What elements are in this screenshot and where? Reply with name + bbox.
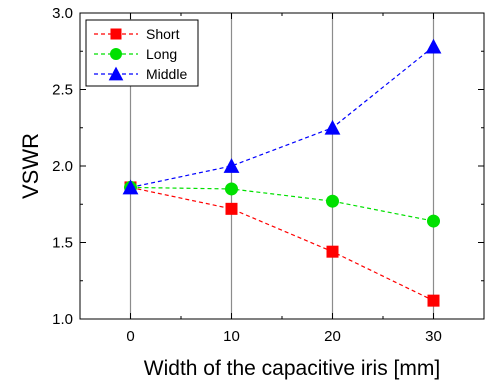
- series-line-middle: [130, 46, 434, 189]
- y-tick-label: 2.0: [52, 158, 73, 175]
- series-layer: [122, 38, 442, 307]
- x-tick-label: 10: [223, 328, 240, 345]
- legend: Short Long Middle: [85, 19, 199, 87]
- data-point-middle: [122, 179, 139, 195]
- y-tick-label: 3.0: [52, 5, 73, 22]
- series-line-short: [130, 186, 434, 302]
- y-axis-title: VSWR: [18, 133, 43, 199]
- data-point-long: [326, 194, 339, 208]
- legend-label-middle: Middle: [146, 66, 187, 82]
- data-point-middle: [223, 158, 240, 173]
- y-tick-label: 2.5: [52, 82, 73, 99]
- y-tick-label: 1.0: [52, 311, 73, 328]
- legend-marker-short: [110, 28, 122, 40]
- data-point-short: [225, 202, 238, 215]
- x-tick-label: 30: [425, 328, 442, 345]
- axis-ticks: 0 10 20 30 1.0 1.5 2.0 2.5 3.0: [52, 5, 485, 345]
- y-tick-label: 1.5: [52, 235, 73, 252]
- x-tick-label: 20: [324, 328, 341, 345]
- legend-marker-middle: [108, 66, 124, 81]
- series-line-long: [130, 186, 434, 222]
- data-point-long: [427, 214, 440, 228]
- series-short: [124, 181, 440, 307]
- x-tick-label: 0: [126, 328, 134, 345]
- data-point-short: [326, 245, 339, 258]
- series-middle: [122, 38, 442, 195]
- legend-label-long: Long: [146, 46, 177, 62]
- data-point-middle: [425, 38, 442, 54]
- grid-lines: [129, 13, 435, 319]
- x-axis-title: Width of the capacitive iris [mm]: [144, 357, 440, 380]
- legend-box: [85, 19, 199, 87]
- data-point-middle: [324, 119, 341, 135]
- data-point-short: [427, 294, 440, 307]
- legend-marker-long: [110, 48, 122, 60]
- legend-label-short: Short: [146, 26, 180, 42]
- series-long: [124, 180, 440, 228]
- data-point-long: [225, 182, 238, 196]
